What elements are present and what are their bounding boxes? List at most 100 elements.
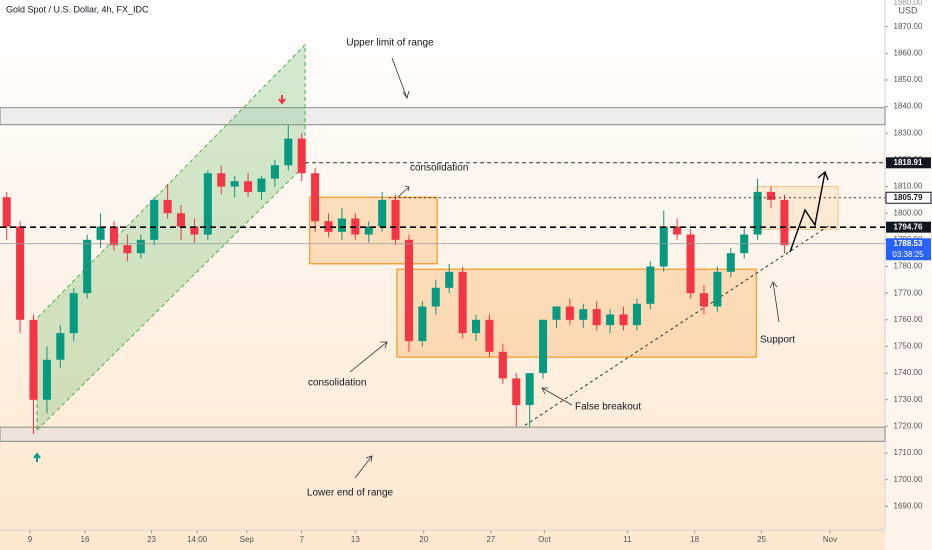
- arrow: [391, 57, 410, 99]
- candle-body: [244, 181, 253, 192]
- candle-body: [123, 245, 132, 254]
- y-tick-label: 1850.00: [894, 75, 923, 84]
- candle-body: [69, 293, 78, 334]
- y-tick-label: 1800.00: [894, 208, 923, 217]
- price-label-box: [886, 157, 931, 169]
- candle-body: [83, 239, 92, 294]
- y-tick-label: 1690.00: [894, 501, 923, 510]
- candle-body: [619, 314, 628, 326]
- candle-body: [713, 271, 722, 307]
- annotation: Support: [760, 335, 795, 346]
- candle-body: [136, 239, 145, 254]
- y-tick-label: 1730.00: [894, 395, 923, 404]
- candle-body: [659, 226, 668, 267]
- candle-body: [337, 218, 346, 232]
- candle-body: [404, 239, 413, 342]
- x-tick-label: 11: [623, 535, 632, 544]
- x-tick-label: Oct: [538, 535, 551, 544]
- price-label-box: [886, 221, 931, 233]
- candle-body: [673, 226, 682, 235]
- y-tick-label: 1720.00: [894, 422, 923, 431]
- price-label: 1805.79: [894, 193, 923, 202]
- y-tick-label: 1780.00: [894, 262, 923, 271]
- candle-body: [565, 306, 574, 320]
- annotation: Upper limit of range: [346, 38, 434, 49]
- candle-body: [726, 253, 735, 272]
- candle-body: [378, 199, 387, 227]
- candle-body: [284, 138, 293, 166]
- annotation: False breakout: [575, 402, 641, 413]
- x-tick-label: Nov: [823, 535, 837, 544]
- annotations: Upper limit of range consolidation conso…: [307, 38, 795, 499]
- candle-body: [552, 306, 561, 320]
- candle-body: [592, 309, 601, 326]
- axis-unit: USD: [898, 5, 918, 15]
- candle-body: [767, 191, 776, 200]
- candle-body: [203, 173, 212, 235]
- projection-arrow: [789, 170, 829, 253]
- candle-body: [431, 287, 440, 307]
- candle-body: [177, 213, 186, 227]
- candle-body: [297, 138, 306, 174]
- candle-body: [498, 351, 507, 379]
- y-tick-label: 1750.00: [894, 342, 923, 351]
- candle-body: [458, 271, 467, 334]
- candle-body: [753, 191, 762, 235]
- candle-body: [525, 373, 534, 406]
- candle-body: [311, 173, 320, 222]
- arrow: [397, 185, 410, 198]
- candle-body: [699, 293, 708, 307]
- price-label-box: [885, 191, 932, 204]
- price-label: 1788.53: [894, 239, 923, 248]
- annotation: Lower end of range: [307, 488, 394, 499]
- x-tick-label: 14:00: [187, 535, 208, 544]
- price-label: 1794.76: [894, 222, 923, 231]
- candle-body: [686, 234, 695, 294]
- candle-body: [190, 226, 199, 235]
- candle-body: [270, 165, 279, 179]
- candle-body: [485, 319, 494, 352]
- x-tick-label: 20: [419, 535, 428, 544]
- candle-body: [324, 221, 333, 232]
- down-marker: [278, 95, 286, 105]
- y-tick-label: 1880.00: [894, 0, 923, 7]
- arrow: [541, 387, 573, 406]
- candle-body: [391, 199, 400, 240]
- candle-body: [96, 226, 105, 240]
- candle-body: [780, 199, 789, 246]
- y-tick-label: 1810.00: [894, 182, 923, 191]
- y-tick-label: 1770.00: [894, 288, 923, 297]
- y-tick-label: 1860.00: [894, 48, 923, 57]
- zone: [0, 426, 886, 442]
- chart-title: Gold Spot / U.S. Dollar, 4h, FX_IDC: [6, 4, 149, 14]
- x-tick-label: 16: [81, 535, 90, 544]
- candle-body: [109, 226, 118, 246]
- price-label-box: [886, 238, 931, 261]
- candle-body: [646, 266, 655, 304]
- price-label: 1818.91: [894, 158, 923, 167]
- candle-body: [364, 226, 373, 235]
- up-marker: [33, 452, 41, 462]
- annotation-arrows: [349, 57, 780, 479]
- candle-body: [539, 319, 548, 374]
- x-tick-label: 23: [147, 535, 156, 544]
- x-tick-label: 25: [757, 535, 766, 544]
- y-tick-label: 1700.00: [894, 475, 923, 484]
- y-tick-label: 1830.00: [894, 128, 923, 137]
- x-tick-label: 9: [28, 535, 33, 544]
- x-tick-label: 7: [299, 535, 304, 544]
- price-axis: [885, 0, 932, 550]
- y-tick-label: 1710.00: [894, 448, 923, 457]
- y-tick-label: 1760.00: [894, 315, 923, 324]
- candle-body: [445, 271, 454, 288]
- arrow: [354, 455, 373, 479]
- zone: [0, 107, 886, 126]
- candle-body: [150, 199, 159, 240]
- candle-body: [42, 359, 51, 400]
- candle-body: [579, 309, 588, 320]
- candle-body: [56, 333, 65, 360]
- candle-body: [2, 197, 11, 227]
- x-tick-label: 18: [690, 535, 699, 544]
- candle-body: [163, 199, 172, 214]
